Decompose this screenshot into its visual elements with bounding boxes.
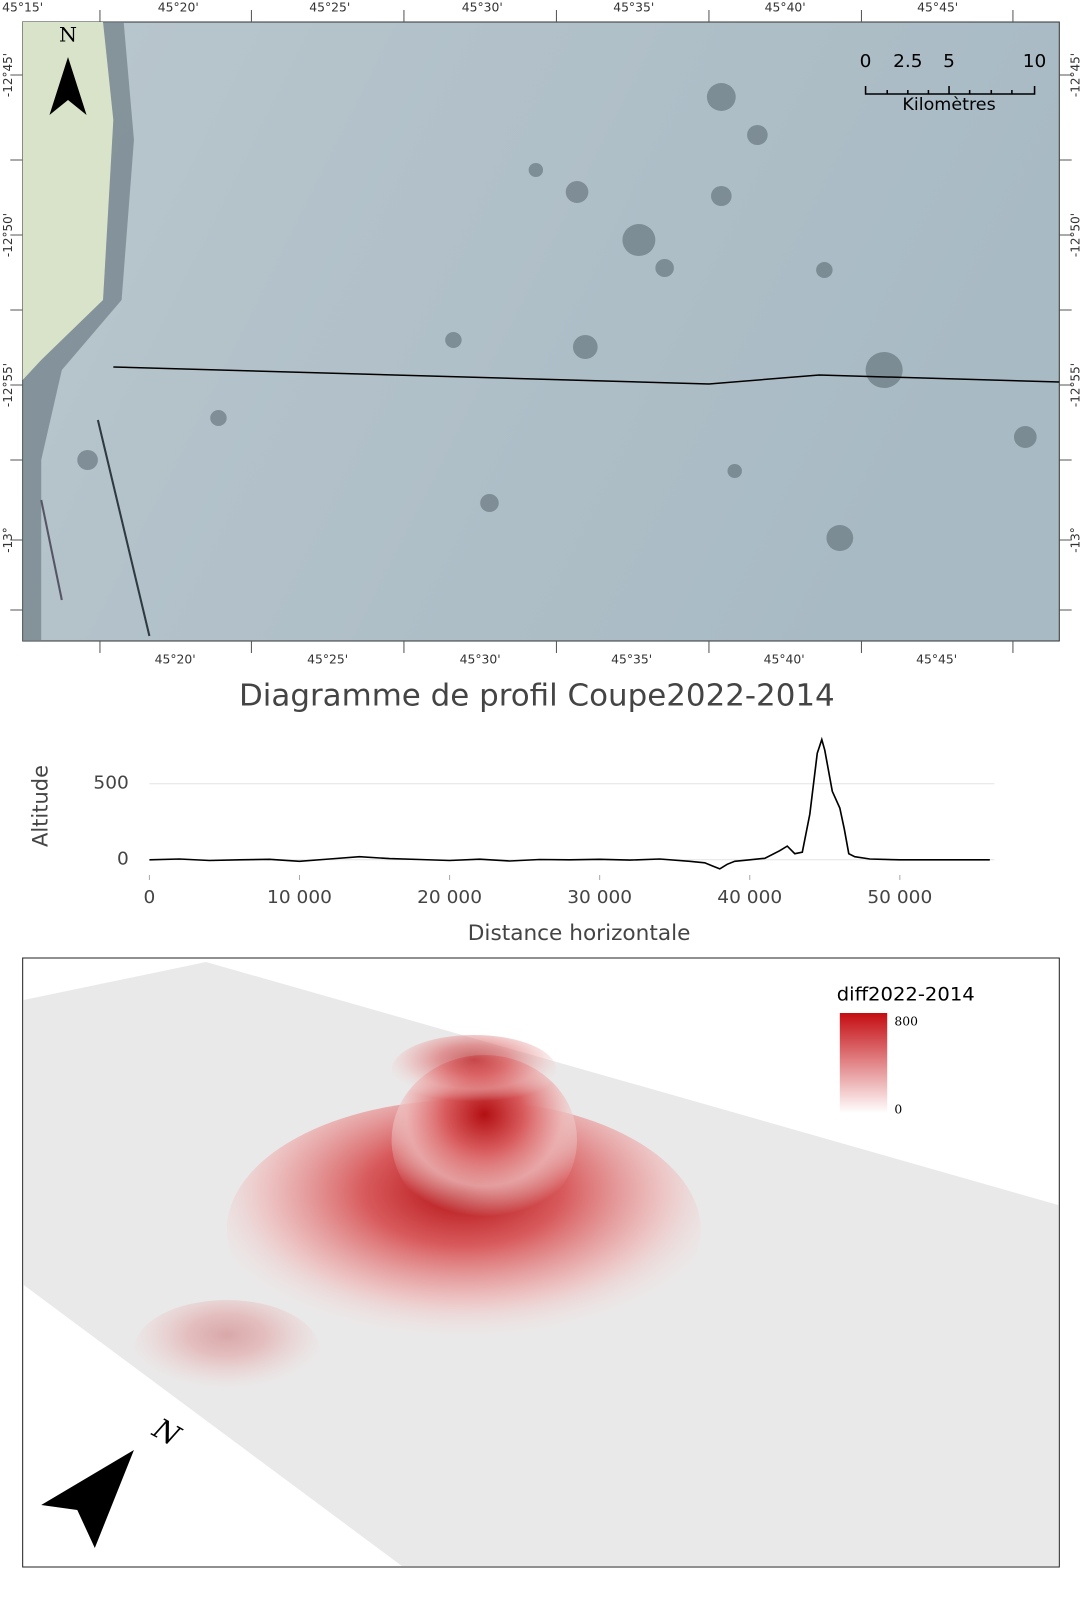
lat-label: -12°45' [1068,53,1082,97]
x-tick-label: 0 [144,887,156,908]
y-axis-label: Altitude [28,765,53,847]
scale-unit: Kilomètres [902,95,995,115]
scale-bar [864,86,1036,95]
lat-label: -12°55' [1068,363,1082,407]
profile-line [113,366,1060,385]
scale-label: 10 [1023,51,1047,72]
lon-label: 45°25' [307,653,348,667]
x-tick-label: 10 000 [267,887,332,908]
lat-label: -12°50' [1068,213,1082,257]
lat-label: -12°55' [1,363,15,407]
lat-label: -13° [1068,527,1082,553]
north-arrow-3d [41,1450,134,1548]
scale-label: 0 [860,51,872,72]
x-tick-label: 20 000 [417,887,482,908]
y-tick-label: 500 [93,773,128,794]
y-tick-label: 0 [117,849,129,870]
land [22,22,114,380]
lon-label: 45°35' [613,1,654,15]
lon-label: 45°30' [460,653,501,667]
lon-label: 45°20' [155,653,196,667]
lon-label: 45°25' [309,1,350,15]
north-label: N [59,23,77,47]
lon-label: 45°30' [462,1,503,15]
x-axis-label: Distance horizontale [468,921,691,946]
legend-ramp [839,1013,888,1113]
lat-label: -12°45' [1,53,15,97]
deposit-tail [133,1300,320,1400]
lat-label: -12°50' [1,213,15,257]
x-tick-label: 40 000 [717,887,782,908]
scale-label: 2.5 [893,51,922,72]
north-arrow [49,57,87,115]
lon-label: 45°45' [916,653,957,667]
x-tick-label: 30 000 [567,887,632,908]
lat-label: -13° [1,527,15,553]
lon-label: 45°20' [158,1,199,15]
lon-label: 45°45' [917,1,958,15]
x-tick-label: 50 000 [867,887,932,908]
graticule-ticks [10,10,1072,653]
map-frame [22,21,1060,642]
legend-max: 800 [894,1015,918,1029]
deposit-ridge [391,1035,557,1105]
fault [96,419,151,637]
lon-label: 45°15' [2,1,43,15]
render-3d: diff2022-2014 800 0 N [22,957,1060,1568]
seamounts [77,83,1037,551]
profile-line [149,736,990,870]
chart-title: Diagramme de profil Coupe2022-2014 [239,679,835,713]
lon-label: 45°35' [611,653,652,667]
legend-title: diff2022-2014 [837,983,975,1006]
map: N Kilomètres [10,10,1072,653]
profile-chart: 0 500 0 10 000 20 000 30 000 40 000 50 000 [93,736,995,908]
legend-min: 0 [894,1103,902,1117]
ridge [40,499,63,601]
deposit-area [226,1100,701,1360]
scale-label: 5 [943,51,955,72]
lon-label: 45°40' [765,1,806,15]
coast-slope [22,22,134,641]
lon-label: 45°40' [764,653,805,667]
